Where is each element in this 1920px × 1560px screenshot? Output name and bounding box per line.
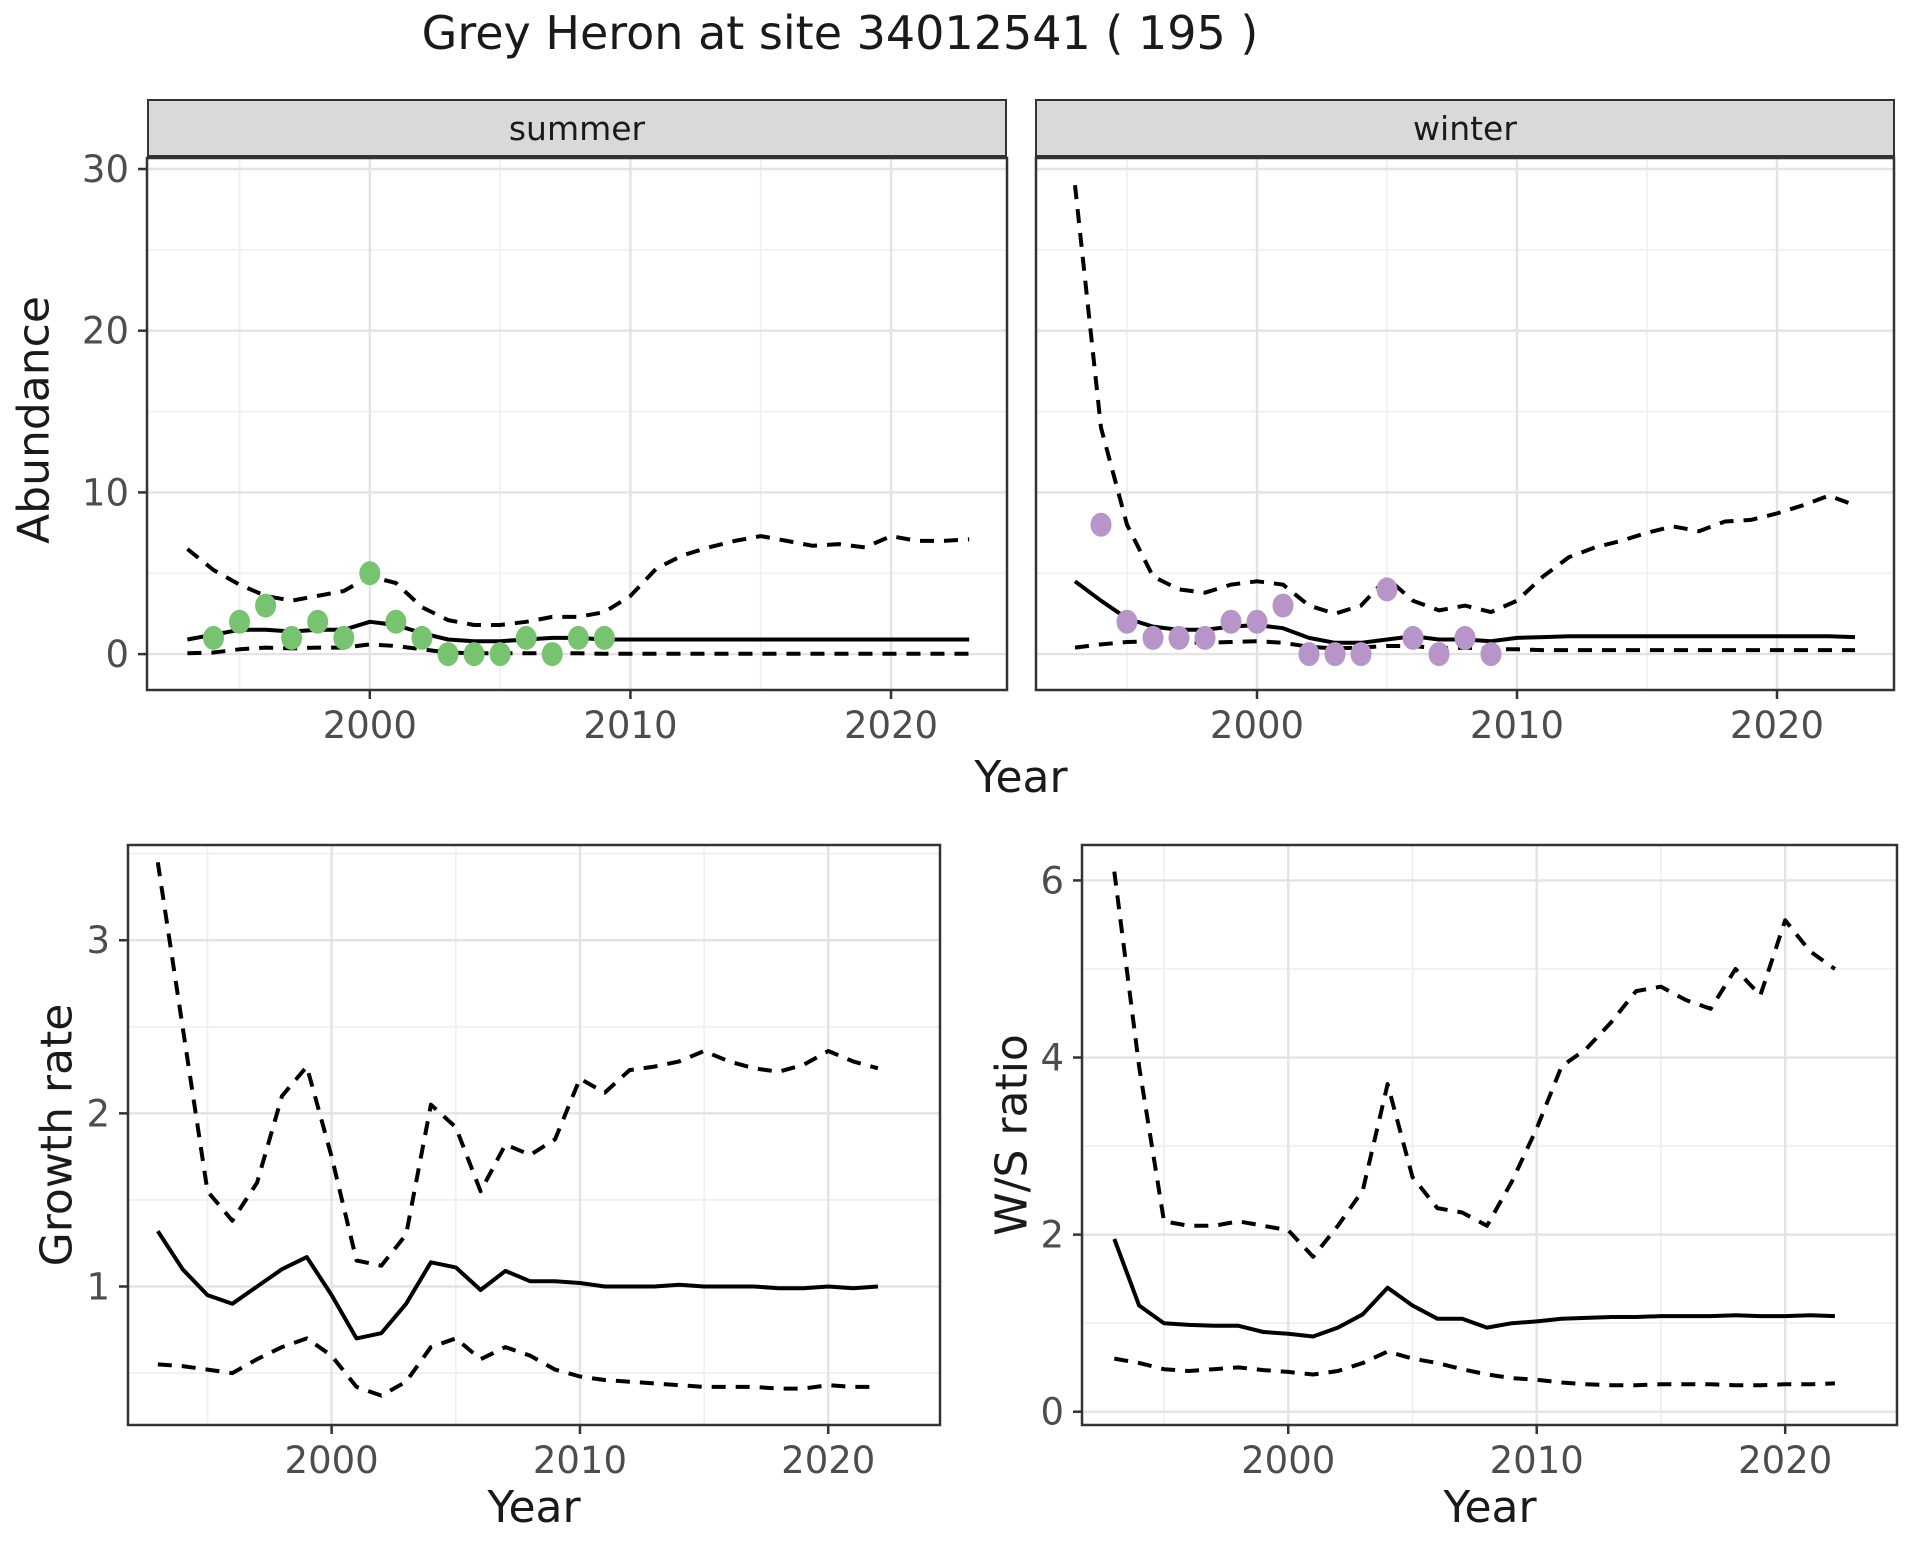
observed-point: [333, 625, 355, 650]
observed-point: [567, 625, 589, 650]
svg-text:2020: 2020: [781, 1439, 875, 1482]
svg-text:0: 0: [1040, 1391, 1064, 1434]
observed-point: [307, 609, 329, 634]
observed-point: [281, 625, 303, 650]
svg-text:2: 2: [1040, 1214, 1064, 1257]
facet-strip-summer: summer: [147, 99, 1007, 157]
observed-point: [1428, 642, 1450, 667]
svg-text:6: 6: [1040, 859, 1064, 902]
observed-point: [1402, 625, 1424, 650]
svg-text:2020: 2020: [1730, 704, 1824, 747]
svg-text:2: 2: [86, 1092, 110, 1135]
svg-text:2000: 2000: [1210, 704, 1304, 747]
facet-label-summer: summer: [508, 108, 646, 148]
observed-point: [1168, 625, 1190, 650]
observed-point: [359, 561, 381, 586]
observed-point: [437, 642, 459, 667]
observed-point: [1220, 609, 1242, 634]
observed-point: [1298, 642, 1320, 667]
observed-point: [541, 642, 563, 667]
svg-text:20: 20: [82, 310, 129, 353]
facet-label-winter: winter: [1413, 108, 1517, 148]
svg-text:2010: 2010: [533, 1439, 627, 1482]
series-upper_ci: [155, 862, 879, 1268]
svg-text:3: 3: [86, 919, 110, 962]
observed-point: [1142, 625, 1164, 650]
growth-rate-chart: 2000 2010 2020 1 2 3: [86, 843, 942, 1482]
series-lower_ci: [1113, 1349, 1835, 1388]
svg-text:10: 10: [82, 471, 129, 514]
observed-point: [1272, 593, 1294, 618]
observed-point: [1350, 642, 1372, 667]
svg-text:1: 1: [86, 1265, 110, 1308]
abundance-axis-title: Abundance: [8, 296, 60, 544]
observed-point: [463, 642, 485, 667]
svg-text:2000: 2000: [323, 704, 417, 747]
svg-text:2000: 2000: [285, 1439, 379, 1482]
winter-abundance-chart: 2000 2010 2020: [1034, 156, 1896, 747]
observed-point: [593, 625, 615, 650]
svg-text:30: 30: [82, 148, 129, 191]
series-fitted_median: [1112, 1238, 1835, 1339]
observed-point: [515, 625, 537, 650]
observed-point: [1246, 609, 1268, 634]
observed-point: [1194, 625, 1216, 650]
observed-point: [489, 642, 511, 667]
observed-point: [1376, 577, 1398, 602]
series-upper_ci: [1073, 184, 1856, 616]
top-year-axis-title: Year: [974, 752, 1068, 803]
ws-year-axis-title: Year: [1443, 1482, 1537, 1533]
summer-abundance-chart: 2000 2010 2020 0 10 20 30: [82, 148, 1009, 747]
facet-strip-winter: winter: [1035, 99, 1895, 157]
series-lower_ci: [157, 1336, 878, 1398]
svg-text:2000: 2000: [1241, 1439, 1335, 1482]
observed-point: [255, 593, 277, 618]
observed-point: [1324, 642, 1346, 667]
observed-point: [411, 625, 433, 650]
svg-text:2020: 2020: [844, 704, 938, 747]
observed-point: [202, 625, 224, 650]
svg-text:2010: 2010: [1490, 1439, 1584, 1482]
svg-text:2010: 2010: [583, 704, 677, 747]
ws-ratio-chart: 2000 2010 2020 0 2 4 6: [1040, 843, 1899, 1482]
page-title: Grey Heron at site 34012541 ( 195 ): [421, 6, 1259, 60]
series-fitted_median: [156, 1230, 879, 1341]
observed-point: [229, 609, 251, 634]
observed-point: [1116, 609, 1138, 634]
svg-text:4: 4: [1040, 1036, 1064, 1079]
observed-point: [1480, 642, 1502, 667]
observed-point: [1090, 512, 1112, 537]
svg-text:0: 0: [105, 633, 129, 676]
svg-text:2010: 2010: [1470, 704, 1564, 747]
series-lower_ci: [187, 642, 970, 656]
series-upper_ci: [186, 534, 970, 627]
growth-year-axis-title: Year: [487, 1482, 581, 1533]
observed-point: [1454, 625, 1476, 650]
svg-text:2020: 2020: [1738, 1439, 1832, 1482]
observed-point: [385, 609, 407, 634]
